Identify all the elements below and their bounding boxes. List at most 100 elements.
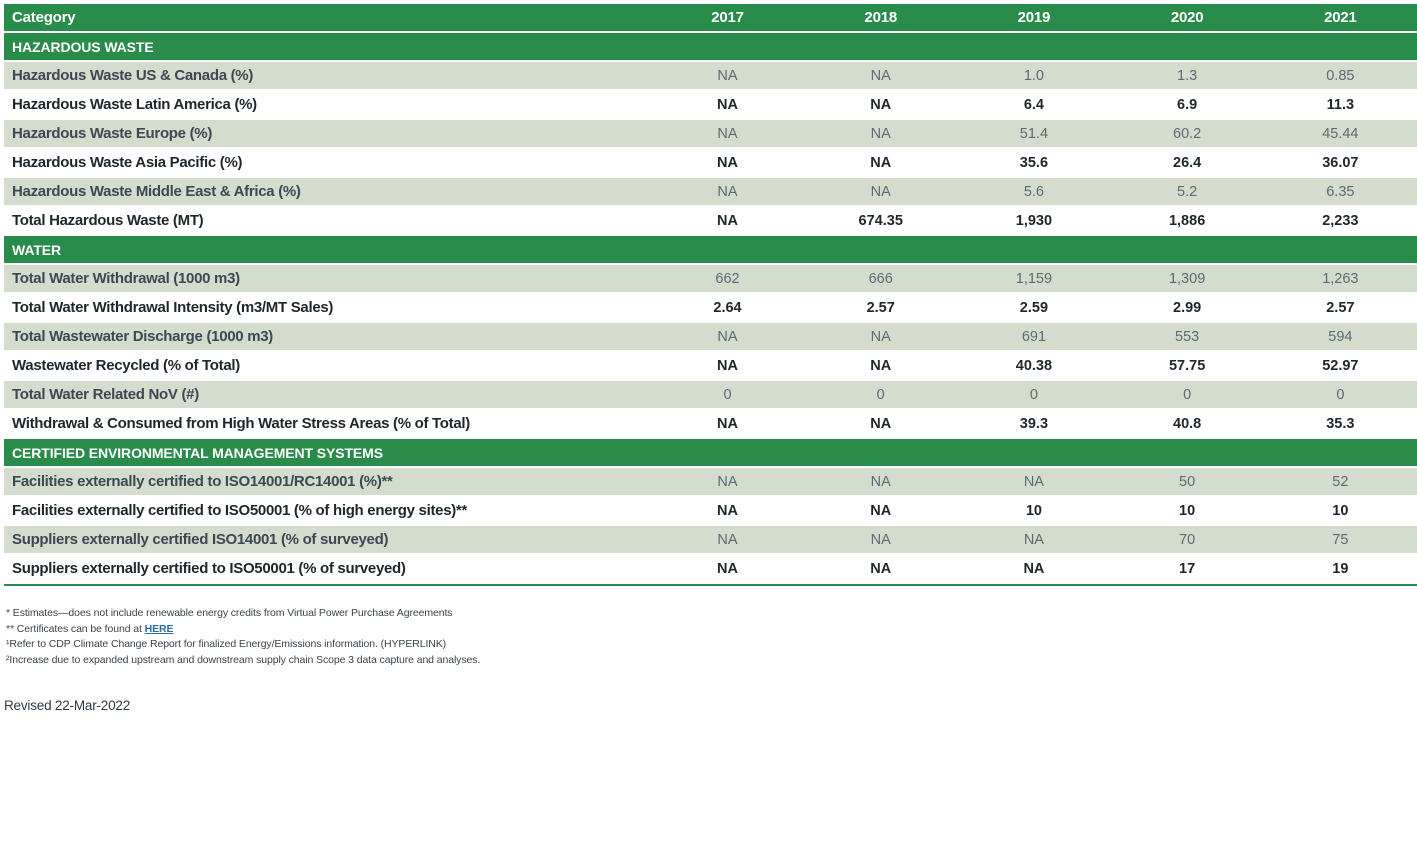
- row-label: Total Hazardous Waste (MT): [4, 207, 651, 234]
- table-row: Total Water Related NoV (#) 0 0 0 0 0: [4, 381, 1417, 408]
- cell-value: NA: [804, 410, 958, 437]
- cell-value: 1,263: [1263, 265, 1417, 292]
- cell-value: 1,930: [957, 207, 1111, 234]
- cell-value: 19: [1263, 555, 1417, 582]
- cell-value: NA: [650, 555, 805, 582]
- cell-value: 5.2: [1110, 178, 1264, 205]
- row-label: Suppliers externally certified to ISO500…: [4, 555, 651, 582]
- cell-value: NA: [804, 149, 958, 176]
- cell-value: 35.6: [957, 149, 1111, 176]
- cell-value: NA: [804, 555, 958, 582]
- cell-value: NA: [804, 62, 958, 89]
- cell-value: 2.59: [957, 294, 1111, 321]
- cell-value: 60.2: [1110, 120, 1264, 147]
- cell-value: NA: [804, 526, 958, 553]
- cell-value: NA: [650, 178, 805, 205]
- row-label: Total Wastewater Discharge (1000 m3): [4, 323, 651, 350]
- cell-value: NA: [650, 149, 805, 176]
- cell-value: 1,886: [1110, 207, 1264, 234]
- cell-value: 553: [1110, 323, 1264, 350]
- row-label: Facilities externally certified to ISO50…: [4, 497, 651, 524]
- section-title: CERTIFIED ENVIRONMENTAL MANAGEMENT SYSTE…: [4, 439, 1417, 466]
- cell-value: 40.38: [957, 352, 1111, 379]
- cell-value: 35.3: [1263, 410, 1417, 437]
- footnote-estimates: * Estimates—does not include renewable e…: [6, 607, 453, 619]
- footnote-certificates-text: ** Certificates can be found at: [6, 622, 145, 635]
- cell-value: NA: [650, 497, 805, 524]
- footnotes-block: * Estimates—does not include renewable e…: [6, 606, 1417, 668]
- cell-value: 2.57: [1263, 294, 1417, 321]
- row-label: Hazardous Waste Europe (%): [4, 120, 651, 147]
- row-label: Hazardous Waste Asia Pacific (%): [4, 149, 651, 176]
- cell-value: 10: [1263, 497, 1417, 524]
- cell-value: 2.99: [1110, 294, 1264, 321]
- cell-value: 1,159: [957, 265, 1111, 292]
- row-label: Wastewater Recycled (% of Total): [4, 352, 651, 379]
- cell-value: 1,309: [1110, 265, 1264, 292]
- cell-value: 666: [804, 265, 958, 292]
- cell-value: 0: [1110, 381, 1264, 408]
- year-column-header-2018: 2018: [804, 4, 958, 31]
- cell-value: 2,233: [1263, 207, 1417, 234]
- cell-value: NA: [650, 91, 805, 118]
- cell-value: 45.44: [1263, 120, 1417, 147]
- cell-value: 75: [1263, 526, 1417, 553]
- cell-value: 2.57: [804, 294, 958, 321]
- section-header-row: HAZARDOUS WASTE: [4, 33, 1417, 60]
- cell-value: 10: [1110, 497, 1264, 524]
- cell-value: 6.4: [957, 91, 1111, 118]
- year-column-header-2020: 2020: [1110, 4, 1264, 31]
- row-label: Total Water Withdrawal Intensity (m3/MT …: [4, 294, 651, 321]
- cell-value: 674.35: [804, 207, 958, 234]
- cell-value: NA: [804, 468, 958, 495]
- cell-value: NA: [650, 526, 805, 553]
- table-row: Suppliers externally certified ISO14001 …: [4, 526, 1417, 553]
- cell-value: 70: [1110, 526, 1264, 553]
- row-label: Hazardous Waste Latin America (%): [4, 91, 651, 118]
- footnote-certificates: ** Certificates can be found at HERE: [6, 622, 1417, 638]
- cell-value: 52: [1263, 468, 1417, 495]
- cell-value: NA: [804, 497, 958, 524]
- table-row: Hazardous Waste Europe (%) NA NA 51.4 60.2 45…: [4, 120, 1417, 147]
- cell-value: 6.9: [1110, 91, 1264, 118]
- table-row: Hazardous Waste Middle East & Africa (%)…: [4, 178, 1417, 205]
- table-row: Suppliers externally certified to ISO500…: [4, 555, 1417, 582]
- cell-value: 0: [957, 381, 1111, 408]
- cell-value: NA: [804, 178, 958, 205]
- table-row: Total Wastewater Discharge (1000 m3) NA NA…: [4, 323, 1417, 350]
- table-row: Total Water Withdrawal Intensity (m3/MT …: [4, 294, 1417, 321]
- cell-value: NA: [804, 120, 958, 147]
- cell-value: NA: [650, 62, 805, 89]
- table-row: Total Hazardous Waste (MT) NA 674.35 1,930 1…: [4, 207, 1417, 234]
- cell-value: 51.4: [957, 120, 1111, 147]
- cell-value: 0.85: [1263, 62, 1417, 89]
- cell-value: NA: [804, 91, 958, 118]
- table-row: Wastewater Recycled (% of Total) NA NA 40.3…: [4, 352, 1417, 379]
- cell-value: 662: [650, 265, 805, 292]
- row-label: Facilities externally certified to ISO14…: [4, 468, 651, 495]
- revised-date-label: Revised 22-Mar-2022: [4, 698, 131, 713]
- cell-value: NA: [650, 120, 805, 147]
- table-bottom-border: [4, 584, 1417, 586]
- cell-value: 0: [650, 381, 805, 408]
- esg-table-body: HAZARDOUS WASTE Hazardous Waste US & Cana…: [4, 33, 1417, 582]
- row-label: Total Water Withdrawal (1000 m3): [4, 265, 651, 292]
- cell-value: 1.3: [1110, 62, 1264, 89]
- cell-value: 52.97: [1263, 352, 1417, 379]
- year-column-header-2021: 2021: [1263, 4, 1417, 31]
- table-header-row: Category 2017 2018 2019 2020 2021: [4, 4, 1417, 31]
- year-column-header-2019: 2019: [957, 4, 1111, 31]
- cell-value: 17: [1110, 555, 1264, 582]
- cell-value: 0: [804, 381, 958, 408]
- category-column-header: Category: [4, 4, 651, 31]
- cell-value: 6.35: [1263, 178, 1417, 205]
- table-row: Facilities externally certified to ISO50…: [4, 497, 1417, 524]
- cell-value: 5.6: [957, 178, 1111, 205]
- cell-value: 0: [1263, 381, 1417, 408]
- cell-value: 691: [957, 323, 1111, 350]
- cell-value: 39.3: [957, 410, 1111, 437]
- cell-value: NA: [650, 410, 805, 437]
- certificates-here-link[interactable]: HERE: [144, 622, 174, 635]
- section-title: WATER: [4, 236, 1417, 263]
